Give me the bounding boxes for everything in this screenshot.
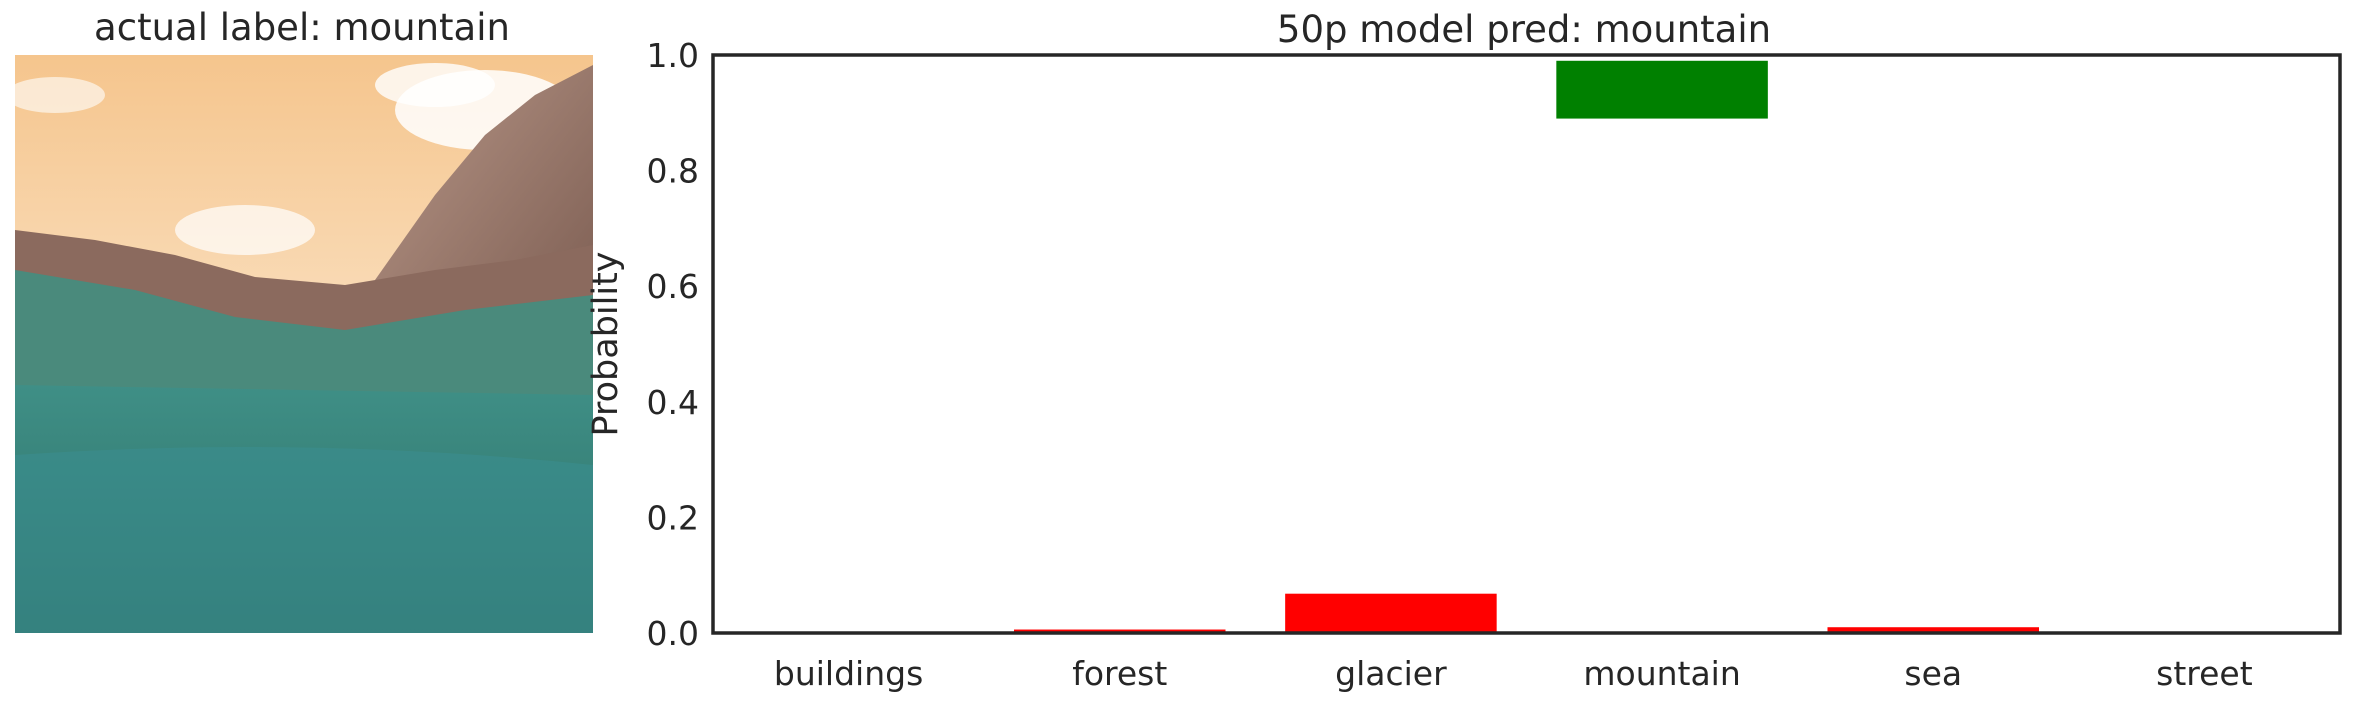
x-tick-label: mountain <box>1583 654 1740 693</box>
y-axis-label: Probability <box>586 251 626 436</box>
y-tick-label: 0.2 <box>647 498 699 537</box>
y-tick-label: 0.4 <box>647 383 699 422</box>
bar-glacier <box>1285 593 1497 633</box>
x-tick-label: street <box>2156 654 2253 693</box>
y-tick-label: 0.0 <box>647 614 699 653</box>
x-tick-label: glacier <box>1335 654 1447 693</box>
bar-mountain <box>1556 60 1768 119</box>
mountain-photo <box>15 55 593 633</box>
y-tick-label: 1.0 <box>647 36 699 75</box>
plot-frame <box>711 53 2342 635</box>
x-tick-label: sea <box>1904 654 1962 693</box>
y-tick-label: 0.6 <box>647 267 699 306</box>
x-tick-label: buildings <box>774 654 923 693</box>
x-tick-label: forest <box>1072 654 1167 693</box>
chart-title: 50p model pred: mountain <box>1277 8 1771 51</box>
bar-sea <box>1827 627 2040 633</box>
image-title: actual label: mountain <box>94 6 510 49</box>
y-tick-label: 0.8 <box>647 152 699 191</box>
